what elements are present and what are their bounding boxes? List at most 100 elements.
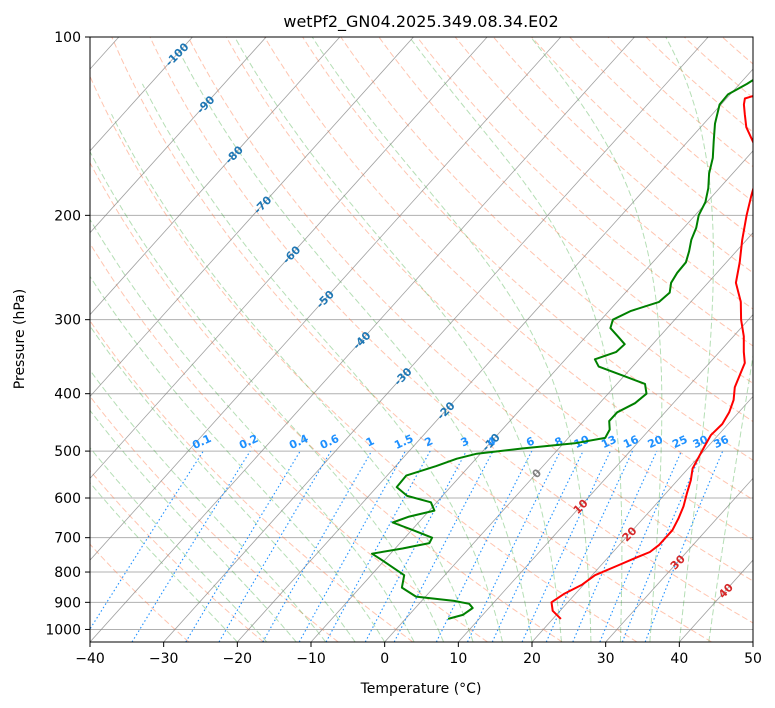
moist-adiabat-line [665,37,714,642]
dry-adiabat-line [90,242,488,642]
mixing-ratio-line [545,450,633,642]
x-tick-label: 30 [597,651,615,667]
moist-adiabat-line [708,352,753,642]
mixing-ratio-line [90,450,204,631]
y-tick-label: 600 [54,491,81,507]
mixing-ratio-line [262,450,373,642]
x-tick-label: 40 [670,651,688,667]
isotherm-line [163,37,709,642]
temperature-profile-line [550,94,753,620]
isotherm-line [90,37,193,152]
moist-adiabat-line [90,409,297,642]
dry-adiabat-line [90,395,339,642]
dry-adiabat-line [454,37,753,310]
plot-background [90,37,753,642]
dry-adiabat-line [531,37,753,238]
moist-adiabat-line [90,275,386,642]
chart-title: wetPf2_GN04.2025.349.08.34.E02 [283,12,558,32]
x-tick-label: 20 [523,651,541,667]
mixing-ratio-line [325,450,431,642]
isotherm-line [90,37,488,479]
dry-adiabat-line [90,75,638,642]
mixing-ratio-line [621,450,703,642]
moist-adiabat-line [90,446,268,642]
dry-adiabat-line [378,37,753,384]
x-tick-label: 0 [380,651,389,667]
dry-adiabat-line [607,37,753,168]
isotherm-line [310,150,753,642]
mixing-ratio-label: 25 [670,433,689,451]
mixing-ratio-line [491,450,584,642]
y-tick-label: 800 [54,565,81,581]
isotherm-line [90,37,562,561]
moist-adiabat-line [311,37,592,642]
mixing-ratio-line [131,450,251,642]
mixing-ratio-line [218,450,332,642]
x-tick-label: −20 [223,651,253,667]
isotherm-line [458,313,753,642]
dry-adiabat-line [90,469,264,642]
dry-adiabat-line [90,320,414,642]
isotherm-line [605,477,753,642]
x-axis-ticks: −40 −30 −20 −10 0 10 20 30 40 50 [75,642,762,667]
dry-adiabat-line [187,37,753,582]
dry-adiabat-line [149,37,753,624]
x-tick-label: −30 [149,651,179,667]
dewpoint-profile-line [371,78,753,620]
pressure-gridlines [90,37,753,630]
dry-adiabats [90,37,753,642]
dry-adiabat-line [90,161,563,642]
mixing-ratio-line [298,450,406,642]
moist-adiabat-line [90,369,327,642]
x-axis-label: Temperature (°C) [360,681,482,697]
moist-adiabat-line [90,218,415,642]
y-tick-label: 400 [54,387,81,403]
moist-adiabat-line [530,37,663,642]
moist-adiabat-line [111,113,474,642]
dry-adiabat-line [111,37,712,642]
mixing-ratio-label: 36 [712,433,732,451]
dry-adiabat-line [493,37,753,274]
y-tick-label: 300 [54,313,81,329]
isotherm-line [90,37,341,316]
dry-adiabat-line [340,37,753,423]
mixing-ratio-line [467,450,561,642]
y-tick-label: 700 [54,531,81,547]
x-tick-label: −40 [75,651,105,667]
mixing-ratio-label: 16 [621,433,641,451]
mixing-ratio-line [599,450,682,642]
isotherm-line [531,395,753,642]
isotherm-line [90,37,414,398]
isotherm-line [90,37,267,234]
mixing-ratio-labels: 0.1 0.2 0.4 0.6 1 1.5 2 3 4 6 8 10 13 16 20 25 30 36 [190,432,731,452]
y-tick-label: 900 [54,595,81,611]
moist-adiabat-line [141,83,503,642]
dry-adiabat-line [264,37,753,501]
y-tick-label: 100 [54,30,81,46]
moist-adiabat-line [90,325,356,642]
y-tick-label: 500 [54,444,81,460]
y-tick-label: 1000 [45,622,81,638]
dry-adiabat-line [569,37,753,203]
isotherm-line [237,68,753,642]
mixing-ratio-line [185,450,301,642]
moist-adiabat-line [90,481,238,642]
x-tick-label: 50 [744,651,762,667]
x-tick-label: −10 [296,651,326,667]
isotherm-line [90,37,635,642]
plot-frame [89,36,754,643]
moist-adiabat-line [408,37,623,642]
moist-adiabats [90,37,753,642]
moist-adiabat-line [234,37,562,642]
x-tick-label: 10 [449,651,467,667]
dry-adiabat-line [225,37,753,541]
mixing-ratio-label: 20 [646,433,666,451]
isotherms [90,37,753,642]
mixing-ratio-line [521,450,611,642]
moist-adiabat-line [90,150,445,642]
y-axis-label: Pressure (hPa) [12,289,28,389]
isotherm-line [384,232,753,642]
sounding-profiles [371,78,753,620]
mixing-ratio-lines [90,450,724,642]
